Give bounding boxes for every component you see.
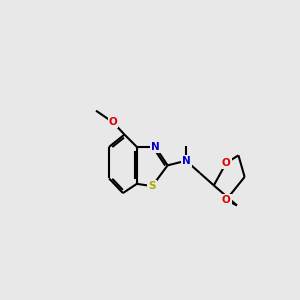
Text: O: O bbox=[222, 158, 230, 168]
Text: O: O bbox=[109, 117, 117, 127]
Text: N: N bbox=[151, 142, 160, 152]
Text: S: S bbox=[148, 181, 156, 191]
Text: N: N bbox=[182, 156, 190, 166]
Text: O: O bbox=[222, 195, 230, 205]
